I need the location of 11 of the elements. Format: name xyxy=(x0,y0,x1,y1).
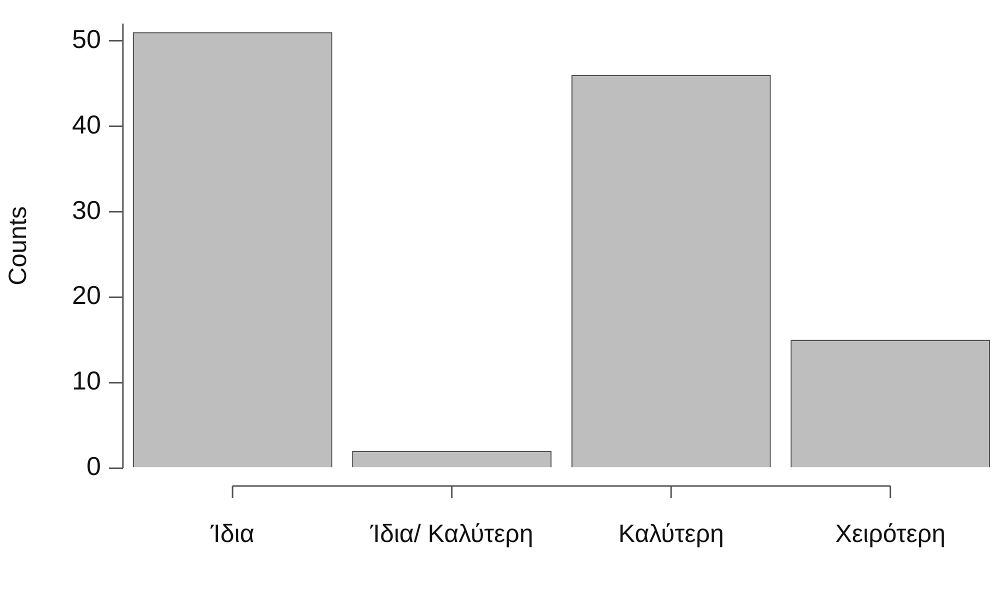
x-tick-label: Καλύτερη xyxy=(618,520,724,548)
y-tick-label: 10 xyxy=(72,366,101,396)
x-tick-label: Ίδια xyxy=(210,520,254,548)
y-tick-label: 20 xyxy=(72,280,101,310)
y-tick-label: 40 xyxy=(72,109,101,140)
y-tick-label: 30 xyxy=(72,194,101,225)
x-tick-label: Χειρότερη xyxy=(835,520,946,548)
y-tick-label: 0 xyxy=(86,451,101,482)
y-axis-title: Counts xyxy=(4,206,32,286)
y-tick-label: 50 xyxy=(72,24,101,54)
x-tick-label: Ίδια/ Καλύτερη xyxy=(369,520,534,548)
